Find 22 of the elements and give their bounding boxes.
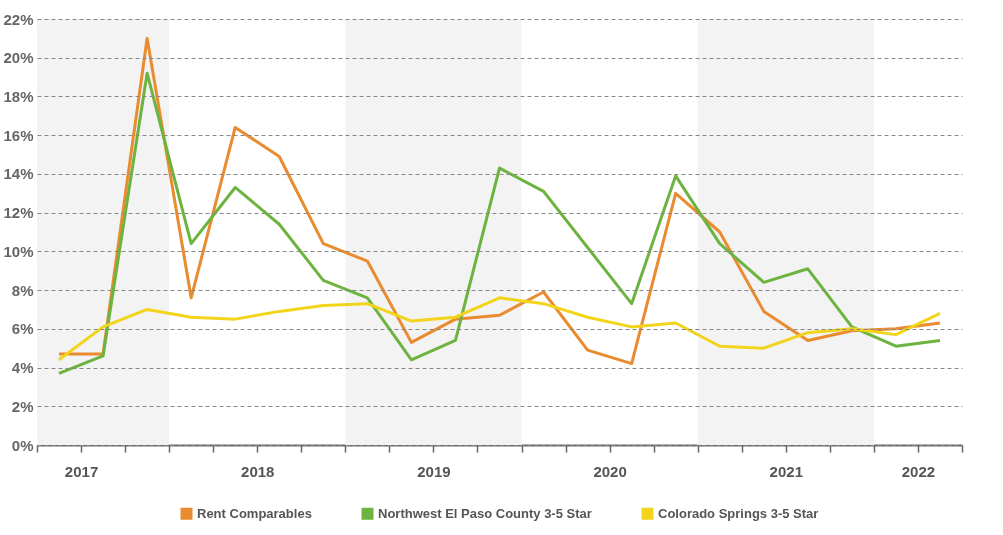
y-tick-label: 20% <box>3 49 34 67</box>
x-tick-label: 2022 <box>901 462 936 480</box>
legend-label: Northwest El Paso County 3-5 Star <box>378 505 592 521</box>
x-tick-label: 2021 <box>769 462 803 480</box>
y-tick-label: 8% <box>11 281 34 299</box>
line-series <box>57 296 942 362</box>
x-tick-label: 2020 <box>593 462 627 480</box>
y-tick-label: 6% <box>11 320 34 338</box>
y-tick-label: 18% <box>3 87 34 105</box>
y-tick-label: 12% <box>3 204 34 222</box>
x-tick-label: 2017 <box>64 462 99 480</box>
legend-label: Colorado Springs 3-5 Star <box>658 505 819 521</box>
legend-label: Rent Comparables <box>197 505 312 521</box>
y-tick-label: 0% <box>11 436 34 454</box>
y-tick-label: 10% <box>3 242 34 260</box>
y-tick-label: 22% <box>3 10 34 28</box>
y-tick-label: 16% <box>3 126 34 144</box>
y-tick-label: 2% <box>11 397 34 415</box>
x-tick-label: 2018 <box>241 462 275 480</box>
x-tick-label: 2019 <box>417 462 451 480</box>
y-tick-label: 4% <box>11 359 34 377</box>
y-tick-label: 14% <box>3 165 34 183</box>
